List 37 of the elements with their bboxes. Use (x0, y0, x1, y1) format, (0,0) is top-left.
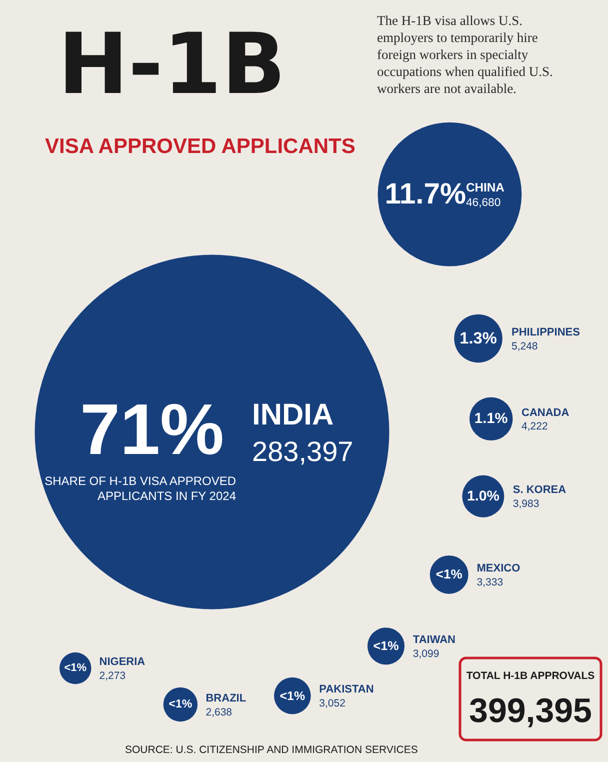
category-label: NIGERIA (99, 656, 146, 668)
category-label: MEXICO (476, 562, 521, 575)
text: 399,395 (469, 692, 592, 730)
category-label: PHILIPPINES (511, 326, 580, 338)
category-label: TAIWAN (412, 634, 456, 646)
text: 1.1% (474, 410, 508, 427)
text: 1.0% (466, 488, 500, 504)
category-label: CANADA (522, 406, 570, 419)
data-label: 4,222 (522, 420, 548, 433)
text: <1% (168, 698, 192, 710)
data-label: 5,248 (511, 340, 538, 352)
text: 71% (80, 390, 224, 470)
text: TOTAL H-1B APPROVALS (466, 670, 595, 682)
category-label: S. KOREA (512, 484, 566, 496)
text: <1% (373, 639, 399, 654)
category-label: PAKISTAN (319, 684, 374, 696)
data-label: 46,680 (466, 196, 501, 209)
data-label: 3,052 (319, 698, 346, 710)
data-label: 3,333 (476, 576, 504, 589)
text: <1% (436, 566, 462, 582)
text: 1.3% (460, 329, 497, 348)
text: H-1B (58, 15, 286, 113)
text: SHARE OF H-1B VISA APPROVED APPLICANTS IN FY 2024 (44, 474, 236, 503)
text: The H-1B visa allows U.S. employers to temporarily hire foreign workers in specialty occupations when qualified U.S. workers are not available. (377, 13, 553, 96)
source-note: SOURCE: U.S. CITIZENSHIP AND IMMIGRATION SERVICES (125, 744, 418, 756)
text: VISA APPROVED APPLICANTS (45, 135, 356, 158)
text: <1% (64, 662, 87, 674)
data-label: 2,638 (206, 706, 232, 718)
data-label: 283,397 (252, 436, 354, 467)
text: <1% (280, 688, 306, 703)
category-label: INDIA (252, 398, 334, 432)
category-label: BRAZIL (206, 692, 246, 704)
data-label: 3,099 (412, 648, 440, 660)
text: 11.7% (384, 178, 466, 210)
data-label: 3,983 (512, 498, 540, 510)
category-label: CHINA (466, 180, 505, 195)
data-label: 2,273 (99, 670, 126, 682)
